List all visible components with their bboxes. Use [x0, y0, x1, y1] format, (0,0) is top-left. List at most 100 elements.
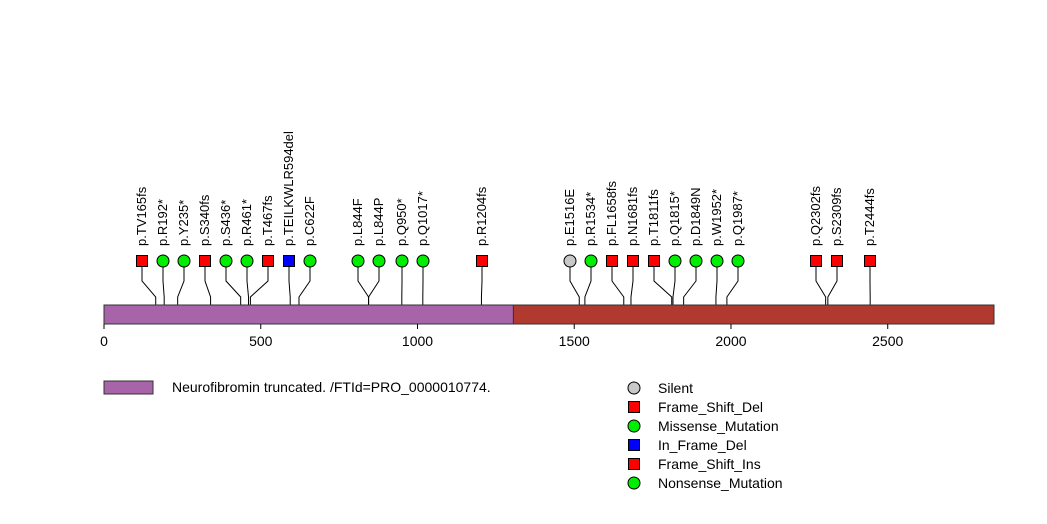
legend-marker-silent — [627, 381, 641, 395]
mutation-label: p.C622F — [302, 196, 317, 246]
mutation-label: p.R1534* — [583, 192, 598, 246]
mutation-marker-circle — [219, 254, 233, 268]
mutation-7: p.T467fs — [249, 195, 275, 305]
mutation-stem — [288, 261, 291, 305]
mutation-label: p.W1952* — [709, 189, 724, 246]
mutation-marker-circle — [563, 254, 577, 268]
mutation-marker-circle — [372, 254, 386, 268]
protein-segment-2 — [512, 304, 995, 325]
mutation-marker-circle — [156, 254, 170, 268]
mutation-marker-circle — [668, 254, 682, 268]
mutation-1: p.TV165fs — [134, 186, 157, 305]
mutation-11: p.L844P — [368, 198, 386, 305]
legend-label-missense_mutation: Missense_Mutation — [658, 418, 779, 434]
axis-tick-label-2000: 2000 — [715, 333, 746, 349]
mutation-24: p.Q2302fs — [808, 186, 827, 305]
mutation-stem — [141, 261, 157, 305]
axis-tick-label-1500: 1500 — [559, 333, 590, 349]
mutation-stem — [357, 261, 370, 305]
mutation-4: p.S340fs — [197, 194, 212, 305]
mutation-marker-square — [648, 255, 660, 267]
legend-marker-in_frame_del — [628, 439, 640, 451]
mutation-marker-circle — [240, 254, 254, 268]
mutation-label: p.L844P — [371, 198, 386, 246]
mutation-label: p.S436* — [218, 200, 233, 246]
mutation-17: p.FL1658fs — [604, 180, 625, 305]
mutation-label: p.Q1815* — [667, 191, 682, 246]
mutation-26: p.T2444fs — [862, 188, 877, 305]
mutation-25: p.S2309fs — [827, 187, 844, 305]
mutation-stem — [611, 261, 625, 305]
mutation-label: p.Q2302fs — [808, 186, 823, 246]
mutation-label: p.TV165fs — [134, 186, 149, 246]
mutation-marker-square — [864, 255, 876, 267]
mutation-14: p.R1204fs — [474, 186, 489, 305]
mutation-marker-circle — [351, 254, 365, 268]
mutation-marker-circle — [689, 254, 703, 268]
mutation-label: p.S340fs — [197, 194, 212, 246]
mutation-lollipops: p.TV165fs p.R192* p.Y235* p.S340fs p.S436* p.… — [134, 131, 877, 305]
mutation-stem — [715, 261, 718, 305]
mutation-marker-square — [627, 255, 639, 267]
mutation-label: p.FL1658fs — [604, 180, 619, 246]
mutation-marker-circle — [303, 254, 317, 268]
legend-label-frame_shift_ins: Frame_Shift_Ins — [658, 456, 761, 472]
position-axis: 0 500 1000 1500 2000 2500 — [100, 324, 904, 349]
mutation-13: p.Q1017* — [415, 191, 430, 305]
legend-label-silent: Silent — [658, 380, 693, 396]
legend-domain-label: Neurofibromin truncated. /FTId=PRO_00000… — [172, 379, 491, 395]
mutation-marker-circle — [177, 254, 191, 268]
mutation-stem — [177, 261, 185, 305]
protein-bar — [103, 304, 995, 325]
mutation-label: p.T2444fs — [862, 188, 877, 246]
mutation-marker-circle — [731, 254, 745, 268]
mutation-label: p.Q1017* — [415, 191, 430, 246]
mutation-marker-square — [606, 255, 618, 267]
mutation-stem — [827, 261, 838, 305]
mutation-stem — [653, 261, 673, 305]
mutation-12: p.Q950* — [394, 198, 409, 305]
mutation-marker-square — [283, 255, 295, 267]
mutation-16: p.R1534* — [583, 192, 598, 305]
mutation-stem — [298, 261, 311, 305]
mutation-marker-square — [136, 255, 148, 267]
mutation-marker-circle — [584, 254, 598, 268]
mutation-label: p.Y235* — [176, 200, 191, 246]
mutation-label: p.R461* — [239, 199, 254, 246]
mutation-label: p.Q950* — [394, 198, 409, 246]
mutation-marker-square — [262, 255, 274, 267]
protein-segment-1 — [103, 304, 514, 325]
legend-marker-frame_shift_del — [628, 401, 640, 413]
mutation-stem — [480, 261, 483, 305]
legend-label-in_frame_del: In_Frame_Del — [658, 437, 747, 453]
mutation-label: p.R192* — [155, 199, 170, 246]
legend-label-nonsense_mutation: Nonsense_Mutation — [658, 475, 783, 491]
mutation-stem — [672, 261, 676, 305]
mutation-stem — [162, 261, 165, 305]
mutation-label: p.N1681fs — [625, 186, 640, 246]
mutation-stem — [368, 261, 380, 305]
mutation-label: p.S2309fs — [829, 187, 844, 246]
mutation-stem — [726, 261, 739, 305]
mutation-marker-square — [810, 255, 822, 267]
mutation-label: p.T467fs — [260, 195, 275, 246]
mutation-21: p.D1849N — [683, 187, 703, 305]
mutation-stem — [584, 261, 592, 305]
mutation-23: p.Q1987* — [726, 191, 745, 305]
mutation-5: p.S436* — [218, 200, 242, 305]
mutation-stem — [249, 261, 269, 305]
mutation-label: p.TEILKWLR594del — [281, 131, 296, 246]
mutation-label: p.D1849N — [688, 187, 703, 246]
legend-domain-swatch — [103, 380, 154, 395]
mutation-label: p.R1204fs — [474, 186, 489, 246]
legend-marker-frame_shift_ins — [628, 458, 640, 470]
axis-tick-label-500: 500 — [249, 333, 273, 349]
mutation-marker-square — [476, 255, 488, 267]
legend-marker-missense_mutation — [627, 419, 641, 433]
mutation-20: p.Q1815* — [667, 191, 682, 305]
mutation-22: p.W1952* — [709, 189, 724, 305]
mutation-8: p.TEILKWLR594del — [281, 131, 296, 305]
mutation-10: p.L844F — [350, 198, 370, 305]
mutation-stem — [569, 261, 580, 305]
